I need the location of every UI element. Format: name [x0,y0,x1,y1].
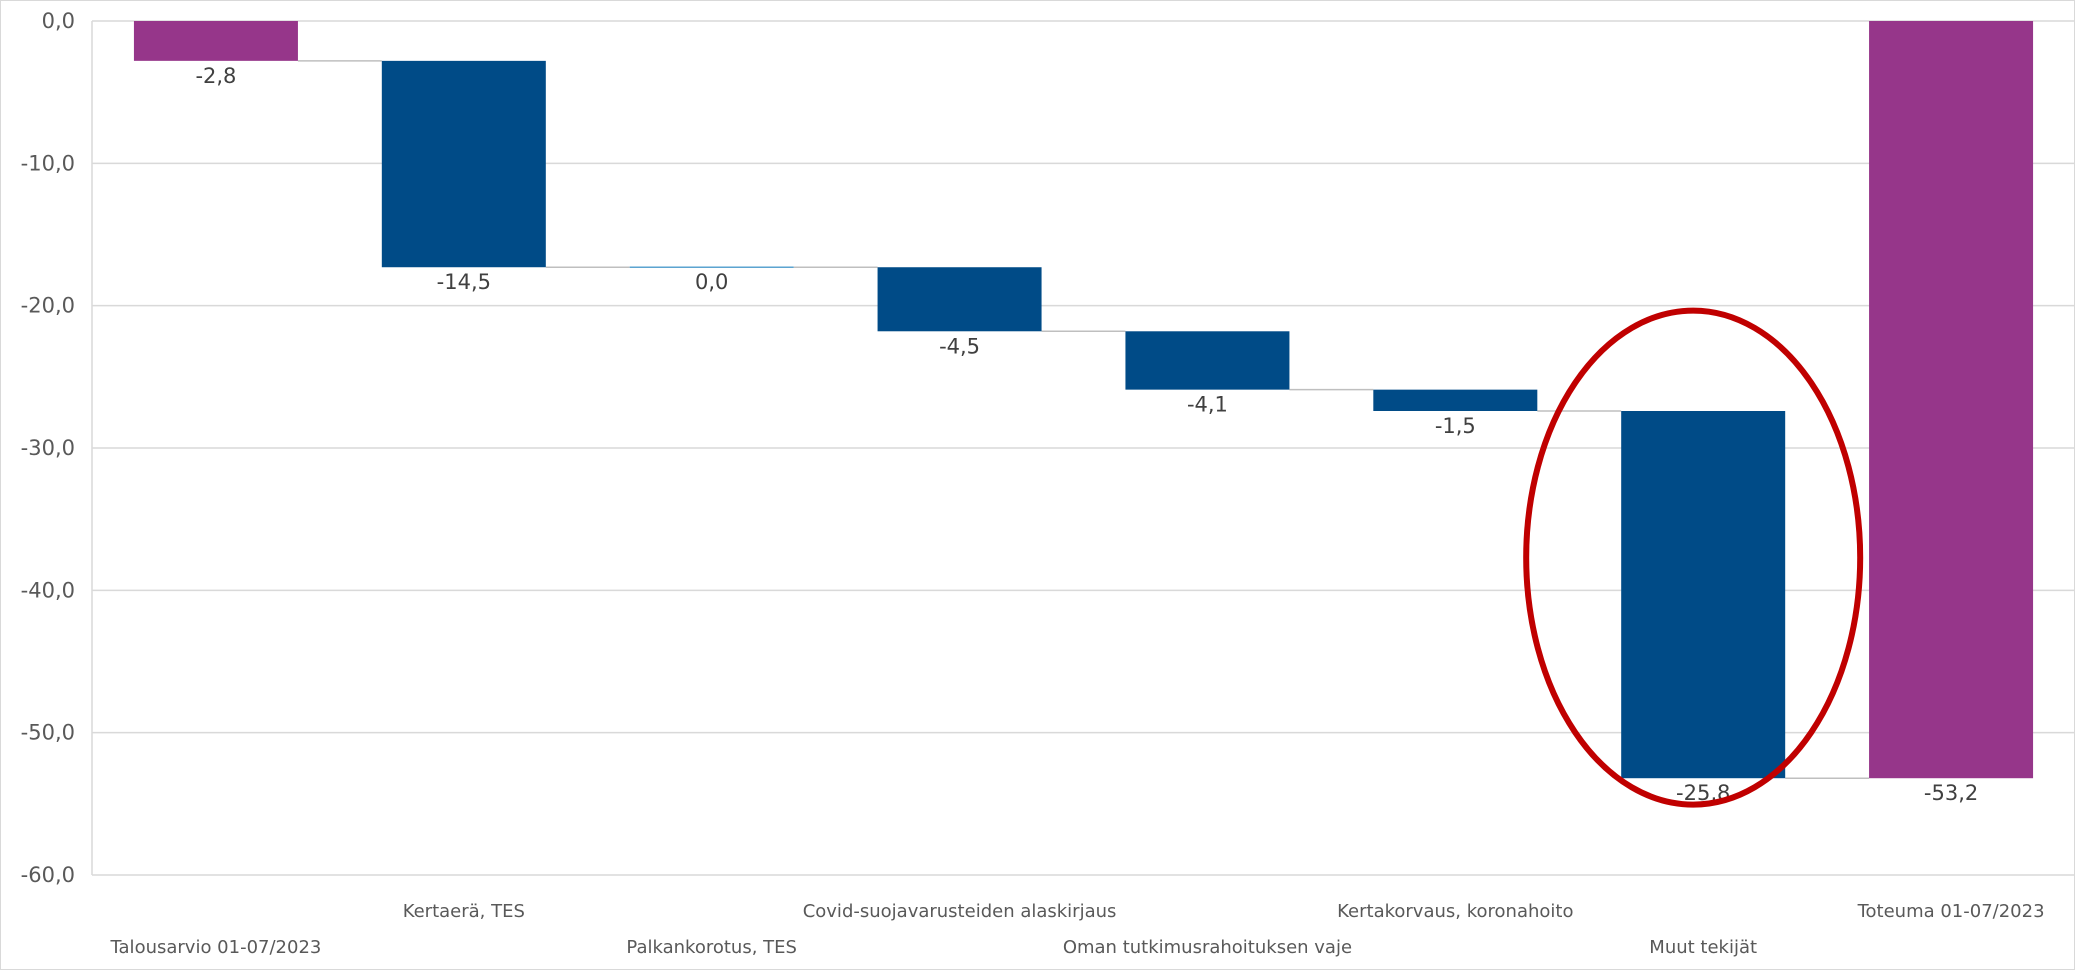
x-category-label: Talousarvio 01-07/2023 [110,937,322,958]
y-tick-label: 0,0 [42,9,75,33]
y-tick-label: -40,0 [21,578,75,602]
x-axis: Talousarvio 01-07/2023 Kertaerä, TES Palka… [110,901,2045,958]
total-bar [1869,21,2034,779]
change-bar [629,266,794,268]
x-category-label: Oman tutkimusrahoituksen vaje [1063,937,1352,958]
data-label: 0,0 [695,270,728,294]
connectors [297,60,1870,779]
data-label: -1,5 [1435,414,1476,438]
data-label: -14,5 [437,270,491,294]
change-bar [381,60,546,268]
x-category-label: Kertaerä, TES [403,901,525,922]
highlight-ellipse [1523,307,1864,808]
y-axis: 0,0 -10,0 -20,0 -30,0 -40,0 -50,0 -60,0 [21,9,93,887]
change-bar [1621,410,1786,779]
data-labels: -2,8-14,5 0,0-4,5-4,1-1,5-25,8 -53,2 [195,64,1978,805]
x-category-label: Palkankorotus, TES [626,937,797,958]
y-tick-label: -50,0 [21,721,75,745]
change-bar [1125,331,1290,390]
data-label: -4,5 [939,334,980,358]
x-category-label: Toteuma 01-07/2023 [1857,901,2045,922]
data-label: -4,1 [1187,393,1228,417]
x-category-label: Muut tekijät [1649,937,1757,958]
change-bar [877,267,1042,332]
y-tick-label: -60,0 [21,863,75,887]
x-category-label: Covid-suojavarusteiden alaskirjaus [803,901,1117,922]
total-bar [133,21,298,61]
y-tick-label: -10,0 [21,151,75,175]
y-tick-label: -30,0 [21,436,75,460]
data-label: -2,8 [195,64,236,88]
data-label: -53,2 [1924,781,1978,805]
annotations [1523,307,1864,808]
x-category-label: Kertakorvaus, koronahoito [1337,901,1573,922]
change-bar [1373,389,1538,411]
bars [133,21,2034,779]
y-tick-label: -20,0 [21,294,75,318]
